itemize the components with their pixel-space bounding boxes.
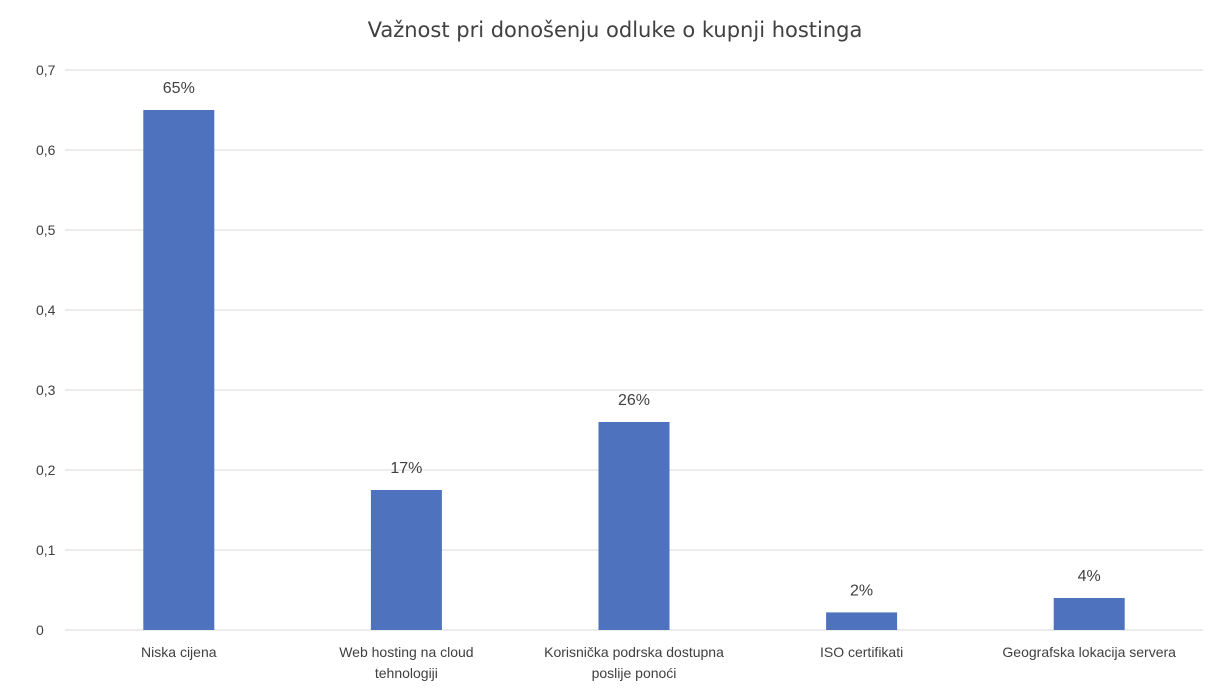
y-tick-label: 0,5: [36, 222, 56, 238]
bar: [370, 490, 442, 630]
x-category-label-line: poslije ponoći: [592, 665, 677, 681]
x-category-label-line: Niska cijena: [141, 644, 217, 660]
data-labels: 65% 17% 26% 2% 4%: [163, 80, 1101, 599]
y-tick-label: 0,6: [36, 142, 56, 158]
x-category-label-line: tehnologiji: [375, 665, 438, 681]
x-category-label: Web hosting na cloud tehnologiji: [339, 644, 473, 681]
y-axis-tick-labels: 0 0,1 0,2 0,3 0,4 0,5 0,6 0,7: [36, 62, 56, 638]
x-category-label-line: Web hosting na cloud: [339, 644, 473, 660]
chart-title: Važnost pri donošenju odluke o kupnji ho…: [368, 18, 863, 42]
bar: [826, 612, 898, 630]
data-label: 4%: [1078, 568, 1101, 585]
x-category-label: ISO certifikati: [820, 644, 903, 660]
bar: [598, 422, 670, 630]
y-tick-label: 0,7: [36, 62, 56, 78]
x-category-label-line: ISO certifikati: [820, 644, 903, 660]
y-tick-label: 0,3: [36, 382, 56, 398]
x-category-label-line: Geografska lokacija servera: [1002, 644, 1176, 660]
bar: [143, 110, 215, 630]
x-category-label-line: Korisnička podrska dostupna: [544, 644, 724, 660]
y-tick-label: 0,1: [36, 542, 56, 558]
y-tick-label: 0: [36, 622, 44, 638]
x-category-label: Niska cijena: [141, 644, 217, 660]
data-label: 17%: [390, 460, 422, 477]
x-axis-category-labels: Niska cijena Web hosting na cloud tehnolog…: [141, 644, 1176, 681]
data-label: 26%: [618, 392, 650, 409]
data-label: 65%: [163, 80, 195, 97]
x-category-label: Korisnička podrska dostupna poslije ponoć…: [544, 644, 724, 681]
bar: [1053, 598, 1125, 630]
x-category-label: Geografska lokacija servera: [1002, 644, 1176, 660]
bars: [143, 110, 1125, 630]
y-tick-label: 0,2: [36, 462, 56, 478]
y-tick-label: 0,4: [36, 302, 56, 318]
data-label: 2%: [850, 582, 873, 599]
